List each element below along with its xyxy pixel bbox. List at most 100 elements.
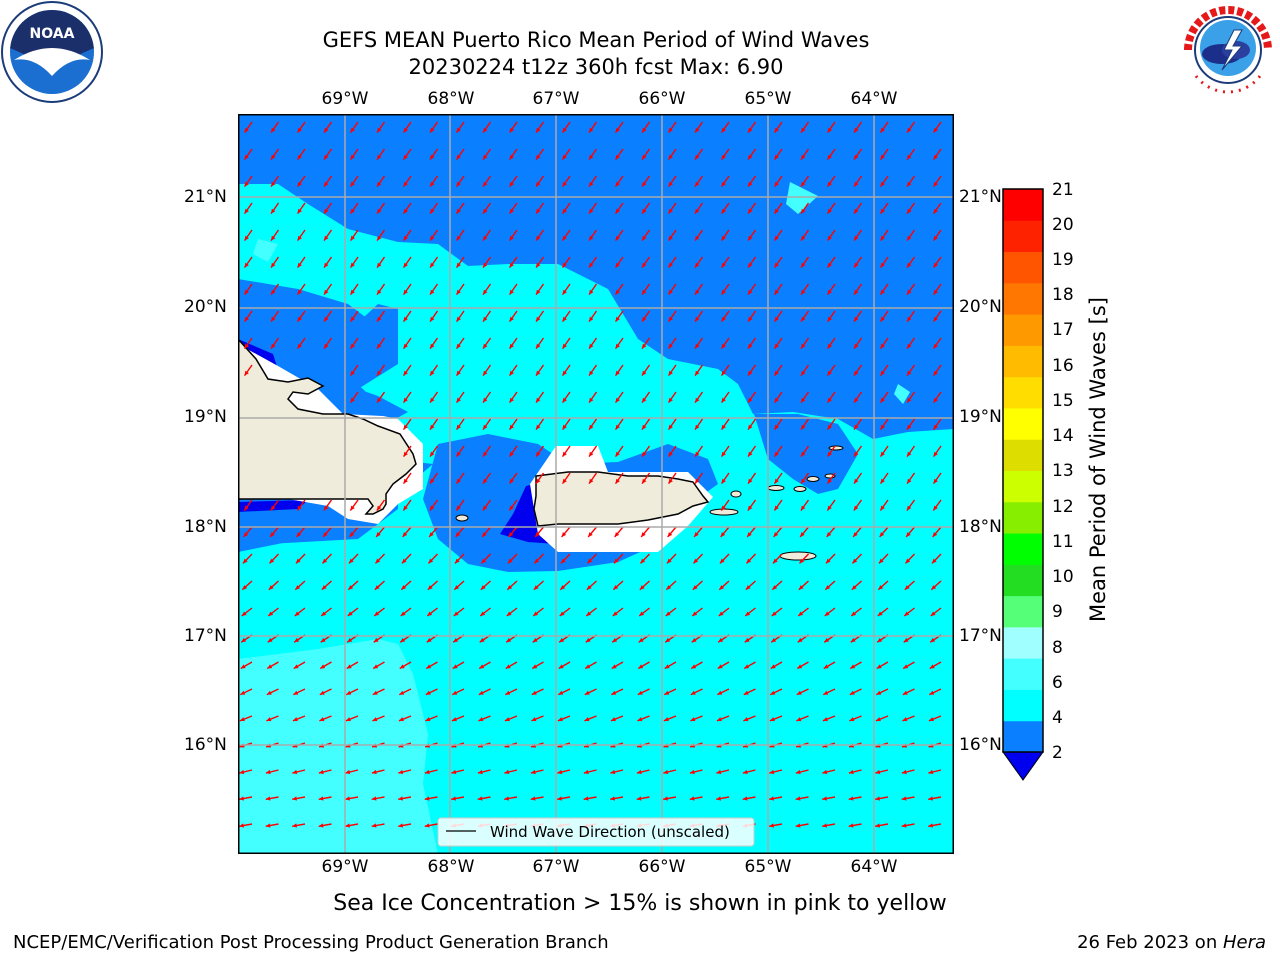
wind-arrow-head [875,769,881,775]
wind-arrow-head [880,370,885,376]
wind-arrow-head [640,558,646,564]
colorbar-tick: 21 [1052,180,1074,200]
wind-arrow-head [589,424,594,430]
wind-arrow-head [854,478,859,484]
colorbar-band [1003,564,1043,597]
wind-arrow-head [880,397,885,403]
wind-arrow-head [429,532,434,537]
wind-arrow-head [721,289,726,295]
wind-arrow-head [297,235,302,241]
wind-arrow-head [745,611,751,616]
wind-arrow-head [401,558,407,564]
wind-arrow-head [456,154,461,160]
wind-arrow-head [928,769,934,775]
wind-arrow-head [615,424,620,430]
wind-arrow-head [774,208,779,214]
wind-arrow-head [668,478,673,484]
footer-date: 26 Feb 2023 on Hera [1077,932,1266,954]
wind-arrow-head [349,532,355,537]
wind-arrow-head [642,370,647,376]
wind-arrow-head [504,717,510,722]
wind-arrow-head [774,127,779,133]
wind-arrow-head [480,585,486,590]
wind-arrow-head [425,717,431,722]
wind-arrow-head [721,154,726,160]
contour-fill-2-4-pocket [238,279,368,339]
wind-arrow-head [668,397,673,403]
lon-label-top: 69°W [321,89,369,109]
wind-arrow-head [350,262,355,268]
wind-arrow-head [615,154,620,160]
wind-arrow-head [350,208,355,214]
wind-arrow-head [297,154,302,160]
wind-arrow-head [266,717,272,722]
wind-arrow-head [456,208,461,214]
wind-arrow-head [244,343,249,349]
wind-arrow-head [801,208,806,214]
wind-arrow-head [904,585,910,590]
colorbar-band [1003,720,1043,753]
wind-arrow-head [615,343,620,349]
wind-arrow-head [480,611,486,616]
wind-arrow-head [372,717,378,722]
wind-arrow-head [348,558,354,564]
wind-arrow-head [531,690,537,695]
wind-arrow-head [589,343,594,349]
wind-arrow-head [664,664,670,669]
wind-arrow-head [324,316,329,322]
wind-arrow-head [483,451,488,457]
wind-arrow-head [456,262,461,268]
wind-arrow-head [504,796,510,801]
wind-arrow-head [933,208,938,214]
wind-arrow-head [483,181,488,187]
wind-arrow-head [509,262,514,268]
wind-arrow-head [801,289,806,295]
wind-arrow-head [377,316,382,322]
wind-arrow-head [854,370,859,376]
wind-arrow-head [453,611,459,616]
wind-arrow-head [266,690,272,695]
wind-arrow-head [376,532,381,537]
wind-arrow-head [268,611,274,616]
wind-arrow-head [292,823,298,828]
wind-arrow-head [585,664,591,669]
wind-arrow-head [509,181,514,187]
wind-arrow-head [695,343,700,349]
wind-arrow-head [774,505,779,511]
wind-arrow-head [456,235,461,241]
wind-arrow-head [716,796,722,801]
wind-arrow-head [509,505,514,511]
wind-arrow-head [933,262,938,268]
wind-arrow-head [880,451,885,457]
colorbar-tick: 8 [1052,638,1063,658]
wind-arrow-head [875,717,881,722]
wind-arrow-head [827,316,832,322]
wind-arrow-head [239,796,245,801]
wind-arrow-head [350,316,355,322]
wind-arrow-head [532,637,538,643]
wind-arrow-head [875,823,881,828]
wind-arrow-head [642,316,647,322]
wind-arrow-head [642,181,647,187]
wind-arrow-head [456,478,461,484]
wind-arrow-head [350,127,355,133]
wind-arrow-head [721,397,726,403]
wind-arrow-head [292,796,298,801]
wind-arrow-head [377,343,382,349]
wind-arrow-head [774,478,779,484]
wind-arrow-head [878,558,884,564]
wind-arrow-head [907,370,912,376]
wind-arrow-head [239,823,245,828]
wind-arrow-head [506,637,512,643]
wind-arrow-head [849,690,855,695]
wind-arrow-head [271,343,276,349]
island-mona [455,514,469,522]
lon-label-bottom: 69°W [321,857,369,877]
wind-arrow-head [320,664,326,669]
wind-arrow-head [562,424,567,430]
wind-arrow-head [295,585,301,590]
colorbar-tick: 2 [1052,743,1063,763]
wind-arrow-head [668,154,673,160]
wind-arrow-head [345,796,351,801]
wind-arrow-head [613,585,619,590]
